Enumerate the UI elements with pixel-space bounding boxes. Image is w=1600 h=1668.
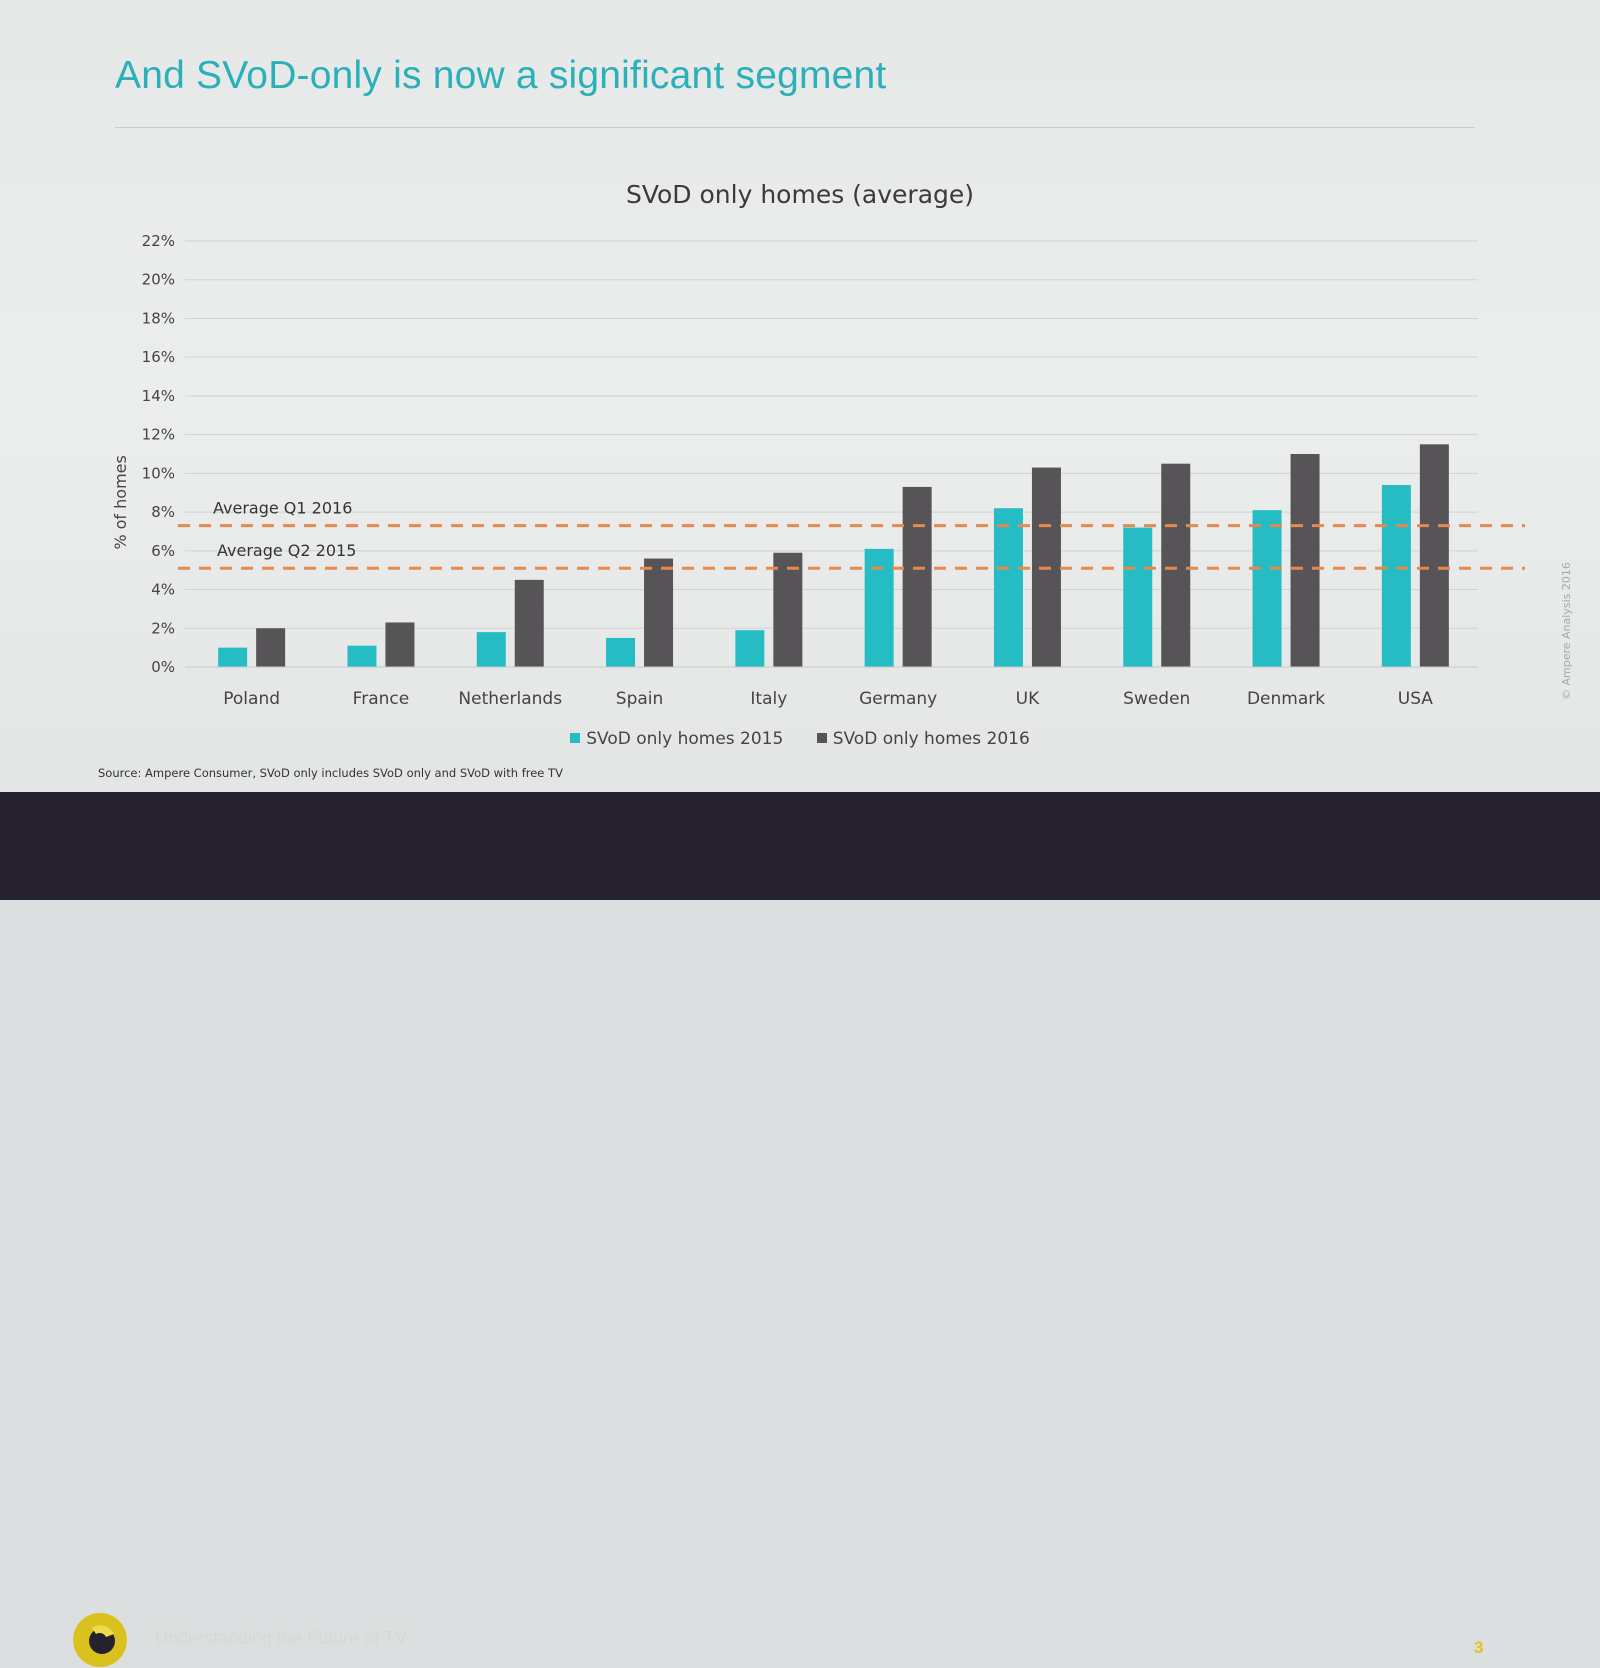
bar-2016 (644, 558, 674, 667)
bar-2015 (864, 548, 894, 667)
average-line-label: Average Q2 2015 (217, 541, 356, 560)
x-tick-label: France (353, 689, 410, 709)
x-tick-label: Spain (616, 689, 664, 709)
x-tick-label: Germany (859, 689, 937, 709)
footer-tagline: Understanding the Future of TV (155, 1628, 407, 1648)
y-tick-label: 12% (142, 426, 175, 444)
y-tick-label: 0% (151, 658, 175, 676)
x-tick-label: UK (1016, 689, 1040, 709)
bar-2016 (385, 622, 415, 667)
bar-2015 (735, 630, 765, 667)
legend-label-2015: SVoD only homes 2015 (586, 729, 784, 749)
title-divider (115, 127, 1475, 128)
x-tick-label: Netherlands (458, 689, 562, 709)
chart-bars (218, 444, 1449, 667)
source-note: Source: Ampere Consumer, SVoD only inclu… (98, 766, 563, 780)
x-tick-label: Poland (223, 689, 280, 709)
slide-title: And SVoD-only is now a significant segme… (115, 54, 887, 97)
y-axis-label: % of homes (111, 455, 130, 549)
y-tick-label: 4% (151, 581, 175, 599)
bar-2016 (1290, 454, 1320, 667)
legend-swatch-2016 (816, 733, 827, 743)
bar-2015 (1252, 510, 1282, 667)
bar-2015 (476, 632, 506, 667)
bar-2016 (773, 552, 803, 667)
y-tick-label: 14% (142, 387, 175, 405)
average-reference-lines: Average Q1 2016 Average Q2 2015 (178, 499, 1525, 570)
slide: And SVoD-only is now a significant segme… (0, 0, 1600, 792)
bar-2015 (347, 645, 377, 667)
page-number: 3 (1474, 1638, 1484, 1657)
bar-2016 (1419, 444, 1449, 667)
bar-2015 (1123, 527, 1153, 667)
legend-item-2015: SVoD only homes 2015 (570, 729, 783, 749)
legend-swatch-2015 (570, 733, 581, 743)
slide-footer: Understanding the Future of TV 3 (0, 792, 1600, 1667)
y-tick-label: 16% (142, 348, 175, 366)
bar-2016 (902, 486, 932, 667)
legend-item-2016: SVoD only homes 2016 (816, 729, 1030, 749)
chart-title: SVoD only homes (average) (625, 180, 975, 209)
x-tick-label: USA (1398, 689, 1434, 709)
bar-2015 (993, 508, 1023, 667)
bar-2015 (218, 647, 248, 667)
x-tick-label: Italy (750, 689, 787, 709)
legend-label-2016: SVoD only homes 2016 (832, 729, 1030, 749)
y-tick-label: 2% (151, 619, 175, 637)
bar-2015 (606, 637, 636, 667)
bar-2016 (1161, 463, 1191, 667)
average-line-label: Average Q1 2016 (213, 499, 352, 518)
chart-legend: SVoD only homes 2015 SVoD only homes 201… (0, 729, 1600, 749)
y-axis: 0% 2% 4% 6% 8% 10% 12% 14% 16% 18% 20% 22% % of home… (111, 232, 175, 676)
bar-chart: 0% 2% 4% 6% 8% 10% 12% 14% 16% 18% 20% 22% % of home… (111, 232, 1525, 709)
y-tick-label: 22% (142, 232, 175, 250)
x-tick-label: Denmark (1247, 689, 1325, 709)
bar-2016 (514, 579, 544, 667)
y-tick-label: 20% (142, 271, 175, 289)
y-tick-label: 10% (142, 464, 175, 482)
x-axis: Poland France Netherlands Spain Italy Germany… (185, 666, 1478, 709)
ampere-ring-logo-icon (73, 1613, 127, 1667)
chart-gridlines (185, 240, 1478, 668)
copyright-text: © Ampere Analysis 2016 (1560, 562, 1573, 700)
y-tick-label: 6% (151, 542, 175, 560)
bar-2016 (256, 628, 286, 667)
x-tick-label: Sweden (1123, 689, 1190, 709)
bar-2015 (1381, 484, 1411, 667)
y-tick-label: 8% (151, 503, 175, 521)
y-tick-label: 18% (142, 309, 175, 327)
